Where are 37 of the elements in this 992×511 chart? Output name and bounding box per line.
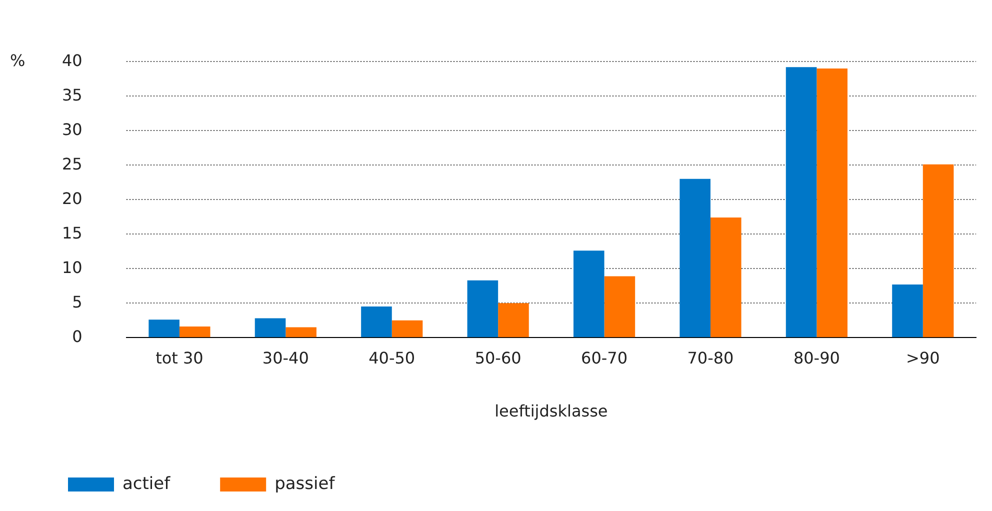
bar [892,284,923,338]
bar [498,303,529,338]
bar [392,320,423,338]
y-tick-label: 40 [62,50,82,70]
bar [680,178,710,338]
legend-label: actief [122,474,172,494]
y-axis-title: % [10,50,26,70]
x-tick-label: tot 30 [156,348,204,368]
y-tick-label: 15 [62,223,82,242]
y-tick-label: 20 [62,188,82,208]
y-tick-label: 5 [72,292,82,312]
bar [179,326,210,338]
bar [467,280,498,338]
bar [361,306,392,338]
y-tick-label: 30 [62,120,82,139]
x-tick-label: >90 [906,348,940,368]
bar [286,327,316,338]
x-tick-label: 50-60 [474,348,522,368]
bar [254,318,286,338]
bar [710,218,742,338]
bar [922,164,954,338]
x-tick-label: 40-50 [368,348,416,368]
bar [148,320,180,338]
x-tick-label: 80-90 [793,348,840,368]
x-tick-label: 60-70 [581,348,628,368]
bar [786,67,817,338]
x-axis-title: leeftijdsklasse [494,402,608,421]
bar [573,250,604,338]
y-tick-label: 10 [62,258,82,277]
legend-label: passief [274,474,336,494]
bar [604,276,636,338]
y-tick-label: 35 [62,85,82,104]
x-tick-label: 30-40 [262,348,309,368]
bar [816,68,848,338]
x-tick-label: 70-80 [687,348,734,368]
y-tick-label: 0 [72,326,82,346]
y-tick-label: 25 [62,154,82,174]
